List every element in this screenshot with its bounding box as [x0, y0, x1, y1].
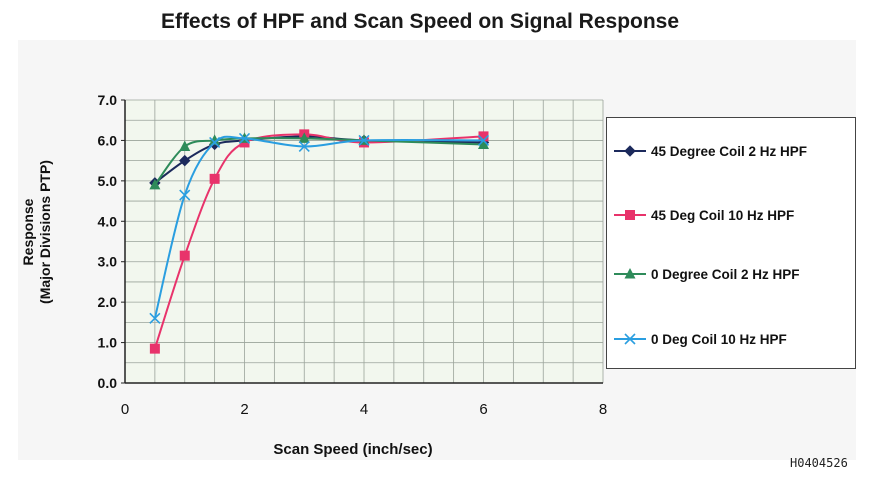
y-tick-label: 0.0	[98, 375, 118, 391]
data-point	[179, 189, 191, 201]
legend-swatch	[614, 145, 646, 157]
data-point	[149, 178, 161, 190]
reference-code: H0404526	[790, 456, 848, 470]
y-tick-label: 7.0	[98, 92, 118, 108]
data-point	[179, 250, 190, 261]
x-axis-label: Scan Speed (inch/sec)	[273, 441, 432, 458]
data-point	[358, 134, 370, 146]
legend-label: 0 Deg Coil 10 Hz HPF	[651, 331, 787, 347]
legend-item: 45 Deg Coil 10 Hz HPF	[607, 203, 857, 227]
y-tick-label: 3.0	[98, 254, 118, 270]
legend-swatch	[614, 333, 646, 345]
y-tick-label: 4.0	[98, 213, 118, 229]
x-tick-label: 0	[121, 401, 129, 418]
legend-label: 0 Degree Coil 2 Hz HPF	[651, 266, 800, 282]
data-point	[149, 343, 160, 354]
data-point	[477, 134, 490, 146]
data-point	[624, 333, 636, 345]
data-point	[209, 136, 221, 149]
legend-item: 45 Degree Coil 2 Hz HPF	[607, 139, 857, 163]
x-tick-label: 6	[479, 401, 487, 418]
data-point	[209, 134, 221, 145]
data-point	[298, 140, 310, 153]
y-tick-label: 6.0	[98, 132, 118, 148]
data-point	[238, 132, 251, 144]
series-4	[149, 132, 490, 324]
data-point	[625, 210, 635, 220]
data-point	[179, 140, 191, 151]
data-point	[478, 138, 489, 149]
legend-label: 45 Deg Coil 10 Hz HPF	[651, 207, 795, 223]
x-tick-label: 8	[599, 401, 607, 418]
data-point	[179, 154, 191, 167]
axes	[124, 100, 603, 384]
data-point	[298, 132, 310, 143]
series-layer	[149, 129, 490, 354]
legend-swatch	[614, 268, 646, 279]
legend-label: 45 Degree Coil 2 Hz HPF	[651, 143, 808, 159]
y-tick-label: 1.0	[98, 335, 118, 351]
y-axis-label-line2: (Major Divisions PTP)	[37, 160, 53, 304]
x-tick-label: 4	[360, 401, 368, 418]
data-point	[209, 173, 220, 184]
legend-swatch	[614, 210, 646, 220]
y-axis-label-line1: Response	[20, 198, 36, 265]
chart-title: Effects of HPF and Scan Speed on Signal …	[160, 10, 680, 33]
x-tick-label: 2	[240, 401, 248, 418]
y-tick-label: 2.0	[98, 294, 118, 310]
data-point	[149, 312, 161, 324]
data-point	[478, 131, 489, 142]
legend-item: 0 Degree Coil 2 Hz HPF	[607, 262, 857, 286]
legend-item: 0 Deg Coil 10 Hz HPF	[607, 327, 857, 351]
data-point	[624, 268, 636, 279]
data-point	[624, 145, 636, 157]
legend: 45 Degree Coil 2 Hz HPF 45 Deg Coil 10 Hz…	[606, 117, 856, 369]
tick-labels: 0.0 1.0 2.0 3.0 4.0 5.0 6.0 7.0 0 2 4 6 8	[98, 92, 608, 418]
y-tick-label: 5.0	[98, 173, 118, 189]
